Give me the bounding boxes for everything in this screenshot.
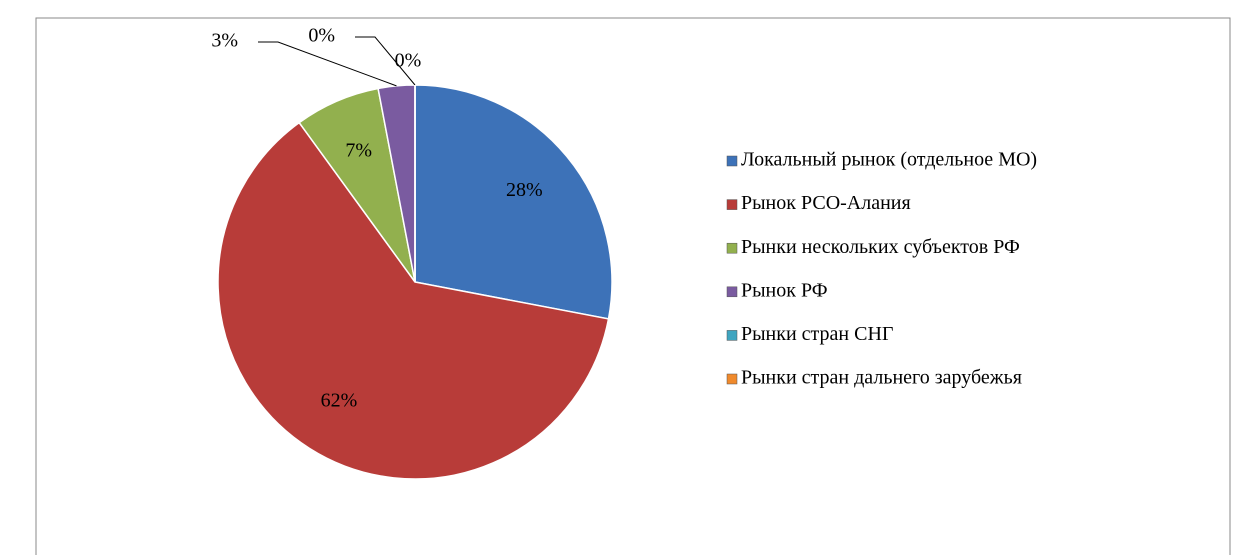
legend-label: Рынок РФ <box>741 279 828 301</box>
pie-slice <box>217 121 610 480</box>
data-label: 0% <box>395 50 422 72</box>
chart-frame <box>35 17 1231 555</box>
legend-marker <box>726 155 738 167</box>
data-label: 28% <box>506 179 543 201</box>
leader-line <box>355 36 416 86</box>
legend-label: Рынки стран СНГ <box>741 323 893 345</box>
data-label: 0% <box>308 25 335 47</box>
pie-slice <box>414 84 613 320</box>
legend-label: Рынки стран дальнего зарубежья <box>741 367 1022 389</box>
legend-marker <box>726 199 738 210</box>
leader-line <box>258 41 397 87</box>
legend-marker <box>726 242 738 254</box>
data-label: 3% <box>211 30 238 52</box>
legend-label: Локальный рынок (отдельное МО) <box>741 149 1037 171</box>
legend-marker <box>726 373 738 385</box>
legend-marker <box>726 330 738 341</box>
data-label: 7% <box>345 139 372 161</box>
data-label: 62% <box>321 389 358 411</box>
legend-label: Рынки нескольких субъектов РФ <box>741 236 1020 258</box>
legend-marker <box>726 286 738 298</box>
legend-label: Рынок РСО-Алания <box>741 192 911 214</box>
